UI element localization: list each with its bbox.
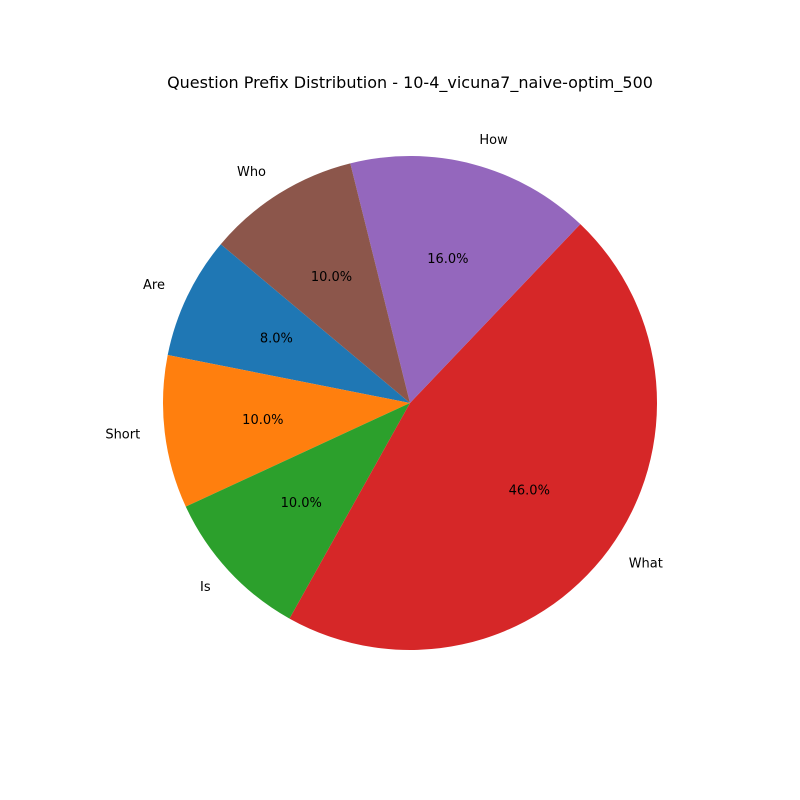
pie-slices	[162, 156, 658, 650]
percent-label-how: 16.0%	[427, 252, 468, 267]
percent-label-who: 10.0%	[311, 270, 352, 285]
chart-title: Question Prefix Distribution - 10-4_vicu…	[167, 73, 653, 93]
category-label-are: Are	[143, 278, 165, 293]
percent-label-what: 46.0%	[509, 483, 550, 498]
percent-label-are: 8.0%	[260, 331, 293, 346]
pie-slice-what	[289, 224, 658, 650]
pie-slice-who	[220, 163, 410, 403]
category-label-is: Is	[200, 580, 211, 595]
percent-labels: 8.0% 10.0% 10.0% 46.0% 16.0% 10.0%	[242, 252, 550, 511]
pie-slice-is	[185, 403, 410, 619]
category-label-what: What	[629, 557, 663, 572]
pie-slice-are	[167, 244, 410, 403]
pie-slice-short	[162, 355, 410, 507]
category-label-who: Who	[237, 165, 266, 180]
percent-label-is: 10.0%	[281, 496, 322, 511]
category-labels: Are Short Is What How Who	[105, 133, 663, 595]
pie-slice-how	[350, 156, 581, 403]
category-label-short: Short	[105, 428, 140, 443]
percent-label-short: 10.0%	[242, 413, 283, 428]
category-label-how: How	[479, 133, 508, 148]
